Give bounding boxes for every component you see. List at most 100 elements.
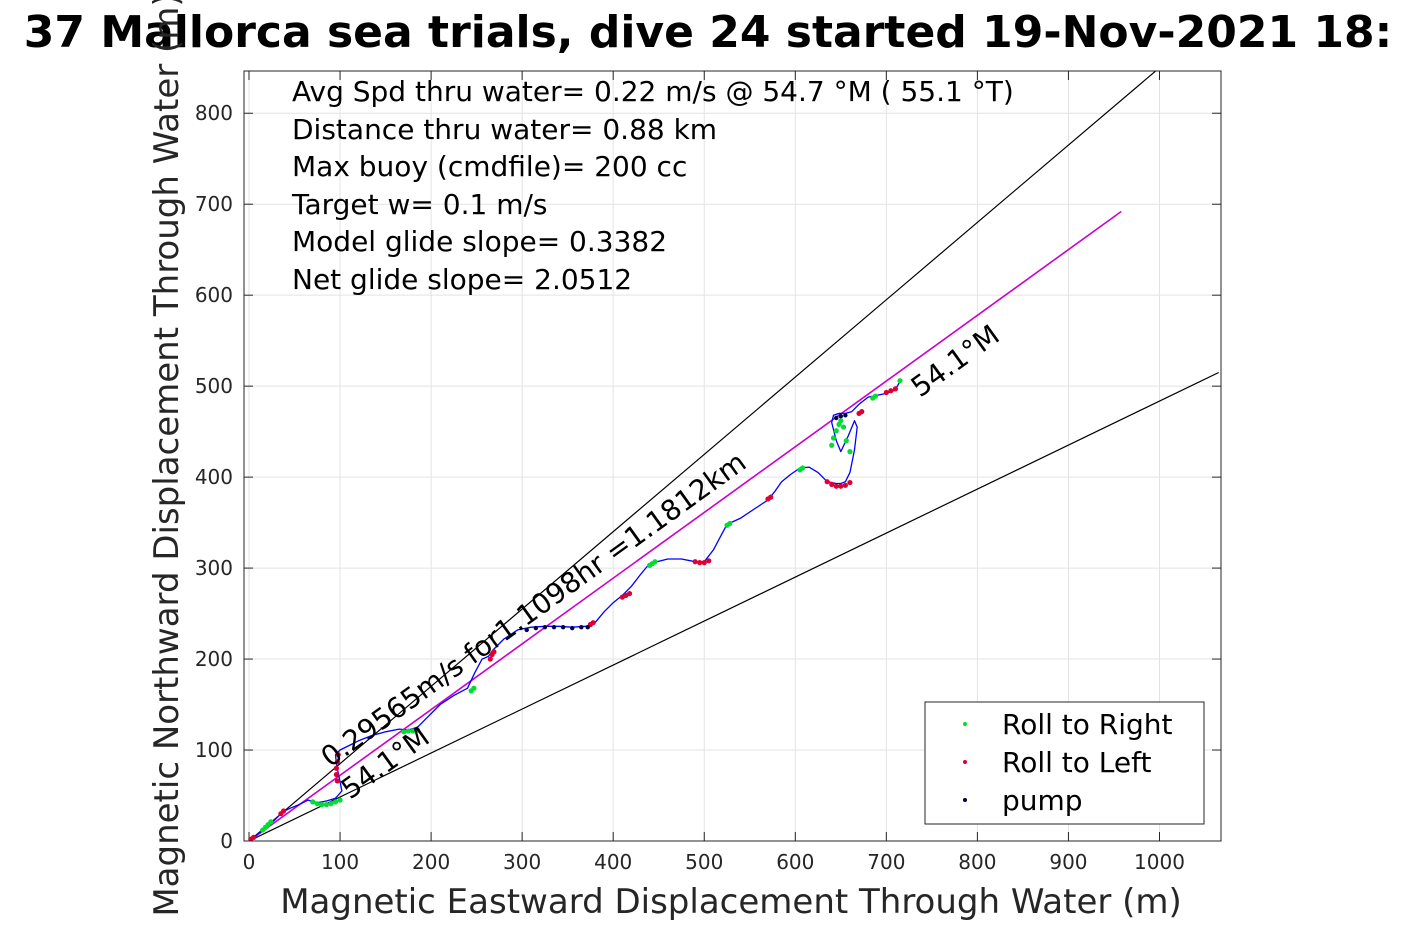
pump-point — [542, 625, 548, 630]
roll-left-point — [892, 386, 899, 392]
pump-point — [524, 627, 529, 633]
roll-right-point — [830, 435, 837, 441]
x-axis-ticks: 0 100 200 300 400 500 600 700 800 900 1000 — [243, 71, 1185, 874]
roll-right-point — [652, 559, 658, 565]
y-tick-label: 0 — [220, 829, 233, 853]
legend-marker-roll-right — [963, 722, 967, 726]
info-avg-speed: Avg Spd thru water= 0.22 m/s @ 54.7 °M (… — [292, 75, 1014, 108]
info-target-w: Target w= 0.1 m/s — [291, 188, 548, 221]
target-course-line — [248, 210, 1122, 841]
heading-cone-lines — [248, 71, 1219, 841]
legend-label-pump: pump — [1002, 784, 1083, 817]
roll-left-point — [491, 649, 497, 655]
roll-right-point — [405, 728, 411, 734]
roll-left-point — [842, 482, 848, 488]
roll-left-point — [280, 808, 287, 814]
x-axis-label: Magnetic Eastward Displacement Through W… — [280, 882, 1182, 922]
roll-right-point — [323, 802, 329, 808]
y-tick-label: 500 — [195, 374, 233, 398]
pump-point — [585, 625, 590, 630]
pump-point — [533, 625, 539, 631]
roll-right-point — [829, 442, 835, 448]
y-tick-label: 700 — [195, 192, 233, 216]
roll-left-point — [833, 483, 839, 489]
roll-left-point — [824, 479, 830, 485]
target-line-path — [248, 210, 1122, 841]
legend-box — [924, 701, 1205, 825]
roll-left-point — [335, 751, 341, 758]
roll-left-point — [847, 479, 853, 486]
roll-left-point — [859, 409, 865, 415]
roll-left-point — [692, 559, 698, 565]
pump-point — [838, 413, 844, 419]
pump-point — [843, 413, 848, 418]
x-tick-label: 200 — [412, 850, 450, 874]
x-tick-label: 1000 — [1134, 850, 1185, 874]
roll-right-point — [872, 393, 879, 399]
roll-right-point — [414, 727, 421, 733]
roll-left-point — [838, 483, 844, 489]
legend: Roll to Right Roll to Left pump — [924, 701, 1205, 825]
roll-right-point — [319, 802, 325, 808]
info-max-buoy: Max buoy (cmdfile)= 200 cc — [292, 150, 687, 183]
roll-left-point — [333, 765, 340, 771]
roll-right-point — [847, 449, 853, 455]
roll-left-point — [333, 771, 340, 778]
roll-right-point — [838, 418, 844, 424]
roll-left-point — [334, 759, 340, 765]
roll-left-point — [487, 656, 493, 662]
y-tick-label: 800 — [195, 101, 233, 125]
x-tick-label: 500 — [685, 850, 723, 874]
roll-left-point — [888, 388, 894, 394]
roll-left-point — [626, 590, 633, 597]
roll-right-point — [799, 465, 806, 471]
y-tick-label: 400 — [195, 465, 233, 489]
heading-cone-line — [248, 71, 1157, 841]
roll-left-point — [697, 560, 703, 566]
info-model-glide-slope: Model glide slope= 0.3382 — [292, 225, 667, 258]
roll-right-point — [727, 520, 733, 527]
roll-right-point — [410, 728, 416, 734]
info-net-glide-slope: Net glide slope= 2.0512 — [292, 263, 632, 296]
event-markers — [248, 378, 903, 841]
plot-frame — [243, 70, 1222, 842]
pump-point — [834, 415, 839, 421]
roll-right-point — [268, 819, 274, 825]
roll-right-point — [843, 438, 849, 444]
dive-info-block: Avg Spd thru water= 0.22 m/s @ 54.7 °M (… — [291, 75, 1014, 296]
x-tick-label: 100 — [321, 850, 359, 874]
roll-left-point — [701, 560, 707, 566]
legend-marker-roll-left — [963, 760, 967, 764]
legend-label-roll-left: Roll to Left — [1002, 746, 1151, 779]
roll-left-point — [250, 834, 257, 840]
roll-left-point — [768, 494, 774, 500]
roll-right-point — [840, 424, 847, 430]
roll-right-point — [310, 799, 316, 805]
roll-left-point — [334, 778, 340, 784]
roll-left-point — [590, 620, 596, 626]
x-tick-label: 600 — [776, 850, 814, 874]
pump-point — [551, 625, 557, 630]
roll-left-point — [829, 481, 835, 487]
y-tick-label: 300 — [195, 556, 233, 580]
y-axis-ticks: 0 100 200 300 400 500 600 700 800 — [195, 101, 1221, 853]
x-tick-label: 700 — [867, 850, 905, 874]
x-tick-label: 0 — [243, 850, 256, 874]
roll-right-point — [401, 729, 407, 735]
roll-right-point — [332, 799, 339, 805]
y-tick-label: 600 — [195, 283, 233, 307]
x-tick-label: 900 — [1049, 850, 1087, 874]
chart-title: 37 Mallorca sea trials, dive 24 started … — [24, 7, 1392, 58]
roll-right-point — [314, 801, 320, 807]
x-tick-label: 400 — [594, 850, 632, 874]
roll-right-point — [471, 685, 477, 691]
roll-right-point — [328, 801, 334, 807]
roll-right-point — [337, 797, 343, 803]
roll-right-point — [833, 428, 839, 434]
legend-label-roll-right: Roll to Right — [1002, 708, 1173, 741]
y-tick-label: 100 — [195, 738, 233, 762]
y-tick-label: 200 — [195, 647, 233, 671]
x-tick-label: 800 — [958, 850, 996, 874]
info-distance: Distance thru water= 0.88 km — [292, 113, 717, 146]
roll-left-point — [883, 389, 889, 396]
